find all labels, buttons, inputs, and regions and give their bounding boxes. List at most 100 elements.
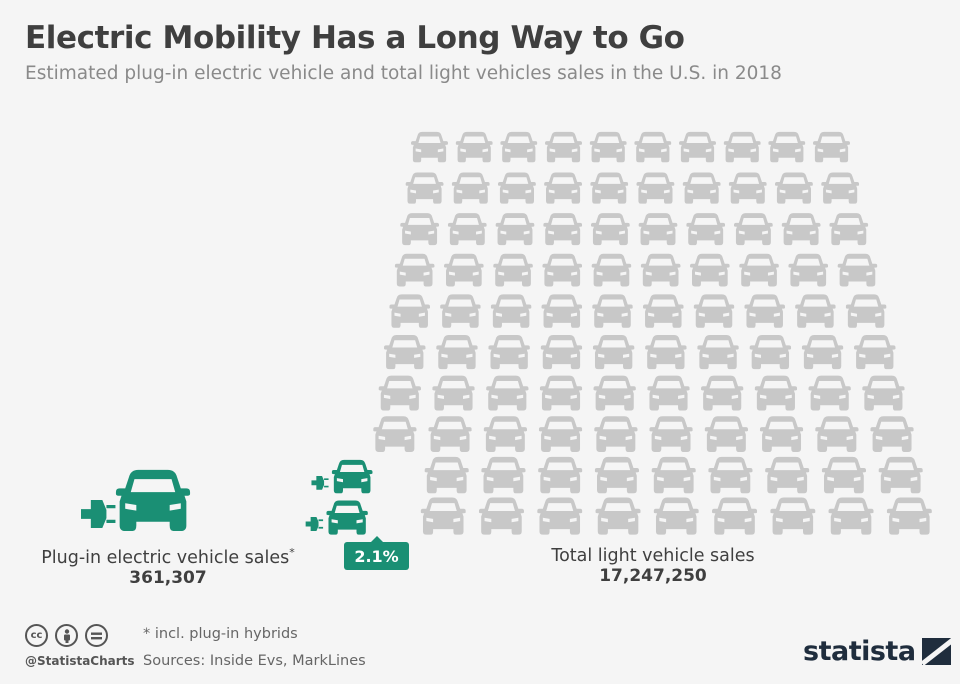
- car-icon: [643, 294, 684, 328]
- car-icon: [542, 253, 583, 287]
- car-icon: [759, 416, 804, 452]
- car-icon: [734, 213, 773, 246]
- car-icon: [481, 456, 526, 494]
- car-icon: [389, 294, 430, 328]
- car-icon: [543, 213, 583, 246]
- car-icon: [432, 375, 475, 411]
- car-icon: [405, 172, 444, 204]
- car-icon: [862, 375, 905, 411]
- car-icon: [765, 456, 810, 494]
- car-icon: [640, 253, 681, 287]
- share-badge: 2.1%: [344, 536, 409, 570]
- car-icon: [870, 416, 914, 452]
- car-icon: [821, 172, 860, 204]
- car-icon: [693, 294, 735, 328]
- car-icon: [828, 497, 874, 535]
- car-icon: [478, 497, 524, 535]
- car-icon: [411, 131, 448, 163]
- cc-icon[interactable]: cc: [25, 624, 48, 647]
- attribution-icon[interactable]: [55, 624, 78, 647]
- car-icon: [744, 294, 785, 328]
- car-icon: [436, 335, 478, 370]
- social-handle[interactable]: @StatistaCharts: [25, 654, 135, 668]
- car-icon: [592, 335, 635, 370]
- car-icon: [444, 253, 484, 287]
- car-icon: [538, 456, 583, 494]
- car-icon: [400, 213, 439, 246]
- car-icon: [788, 253, 829, 287]
- car-icon: [594, 416, 638, 452]
- car-icon: [498, 172, 536, 204]
- car-icon: [545, 131, 582, 163]
- plug-icon-large: [81, 500, 116, 528]
- total-value: 17,247,250: [599, 566, 707, 586]
- car-icon: [754, 375, 798, 411]
- car-icon: [495, 213, 535, 246]
- total-label: Total light vehicle sales: [551, 546, 755, 566]
- brand-name: statista: [803, 636, 916, 667]
- car-icon: [686, 213, 726, 246]
- car-icon: [541, 294, 583, 328]
- car-icon: [592, 294, 633, 328]
- car-icon: [594, 456, 639, 494]
- car-icon: [638, 213, 678, 246]
- car-icon: [500, 131, 538, 163]
- car-icon: [373, 416, 417, 452]
- car-icon: [829, 213, 869, 246]
- car-icon: [451, 172, 490, 204]
- car-icon: [651, 456, 696, 494]
- car-icon: [712, 497, 758, 535]
- car-icon: [440, 294, 481, 328]
- car-icon: [801, 335, 844, 370]
- statista-logo[interactable]: statista: [803, 636, 951, 667]
- ev-highlight-icon: [81, 469, 191, 531]
- car-icon: [378, 375, 421, 411]
- car-icon: [538, 416, 583, 452]
- statista-logo-icon: [921, 638, 951, 665]
- plug-icon: [305, 516, 324, 532]
- car-icon: [539, 375, 583, 411]
- license-icons: cc: [25, 624, 108, 647]
- car-icon: [723, 131, 761, 163]
- car-icon: [488, 335, 530, 370]
- car-icon: [682, 172, 721, 204]
- car-icon: [645, 335, 687, 370]
- car-icon: [447, 213, 487, 246]
- car-icon: [544, 172, 582, 204]
- car-icon: [739, 253, 779, 287]
- car-icon: [781, 213, 821, 246]
- ev-caption: Plug-in electric vehicle sales* 361,307: [18, 546, 318, 588]
- car-icon: [813, 131, 850, 163]
- car-icon: [424, 456, 469, 494]
- car-icon: [690, 253, 730, 287]
- car-icon: [808, 375, 851, 411]
- sources: Sources: Inside Evs, MarkLines: [143, 653, 366, 669]
- car-icon: [486, 375, 529, 411]
- car-icon: [679, 131, 716, 163]
- plug-icon: [311, 475, 329, 490]
- car-icon: [768, 131, 806, 163]
- car-icon: [420, 497, 466, 535]
- car-icon-grid: [305, 131, 932, 535]
- car-icon: [770, 497, 816, 535]
- car-icon: [493, 253, 533, 287]
- ev-label: Plug-in electric vehicle sales: [41, 547, 290, 568]
- car-icon: [649, 416, 693, 452]
- ev-value: 361,307: [129, 567, 207, 588]
- car-icon: [697, 335, 739, 370]
- page-title: Electric Mobility Has a Long Way to Go: [25, 20, 685, 56]
- car-icon: [634, 131, 672, 163]
- car-icon: [878, 456, 923, 494]
- ev-car-icon: [331, 459, 373, 494]
- ev-car-icon: [326, 500, 368, 535]
- car-icon: [455, 131, 493, 163]
- ev-car-icon-large: [115, 469, 191, 531]
- car-icon: [815, 416, 859, 452]
- car-icon: [384, 335, 426, 370]
- car-icon: [704, 416, 748, 452]
- page-subtitle: Estimated plug-in electric vehicle and t…: [25, 63, 782, 84]
- no-derivatives-icon[interactable]: [85, 624, 108, 647]
- car-icon: [540, 335, 583, 370]
- car-icon: [394, 253, 435, 287]
